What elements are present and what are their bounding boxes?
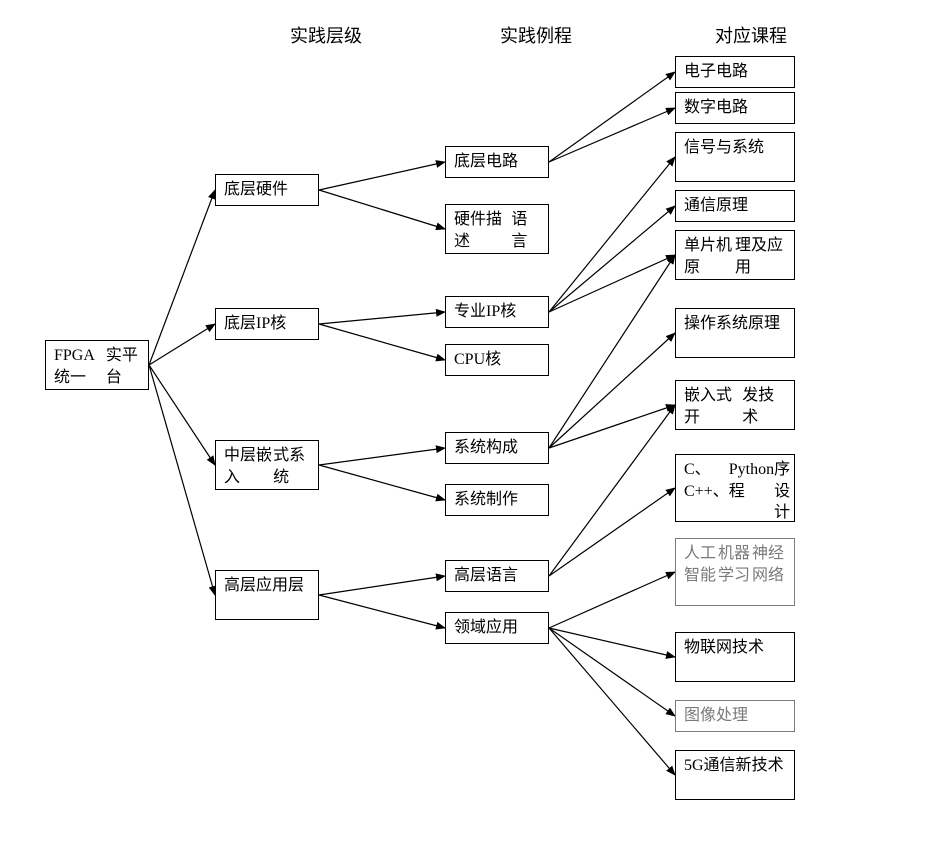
node-c4: 通信原理 bbox=[675, 190, 795, 222]
column-header: 实践层级 bbox=[290, 22, 362, 48]
edge bbox=[549, 255, 675, 448]
node-l2h: 领域应用 bbox=[445, 612, 549, 644]
node-l1b: 底层IP核 bbox=[215, 308, 319, 340]
node-c1: 电子电路 bbox=[675, 56, 795, 88]
edge bbox=[549, 628, 675, 657]
node-c10: 物联网技术 bbox=[675, 632, 795, 682]
edge bbox=[549, 572, 675, 628]
edge bbox=[549, 333, 675, 448]
edge bbox=[549, 488, 675, 576]
column-header: 对应课程 bbox=[715, 22, 787, 48]
node-l1a: 底层硬件 bbox=[215, 174, 319, 206]
node-c3: 信号与系统 bbox=[675, 132, 795, 182]
edge bbox=[549, 108, 675, 162]
node-c11: 图像处理 bbox=[675, 700, 795, 732]
diagram-canvas: FPGA统一实平台 底层硬件底层IP核中层嵌入式系统高层应用层 底层电路硬件描述语言… bbox=[0, 0, 933, 853]
edge bbox=[549, 405, 675, 448]
edge bbox=[549, 628, 675, 775]
edge bbox=[149, 324, 215, 365]
node-l2g: 高层语言 bbox=[445, 560, 549, 592]
edge bbox=[319, 465, 445, 500]
edge bbox=[149, 365, 215, 465]
edge bbox=[319, 190, 445, 229]
node-l1d: 高层应用层 bbox=[215, 570, 319, 620]
node-l2a: 底层电路 bbox=[445, 146, 549, 178]
edge bbox=[319, 324, 445, 360]
node-l1c: 中层嵌入式系统 bbox=[215, 440, 319, 490]
edge bbox=[549, 72, 675, 162]
node-l2c: 专业IP核 bbox=[445, 296, 549, 328]
node-c2: 数字电路 bbox=[675, 92, 795, 124]
node-c5: 单片机原理及应用 bbox=[675, 230, 795, 280]
edge bbox=[549, 206, 675, 312]
node-l2f: 系统制作 bbox=[445, 484, 549, 516]
node-root: FPGA统一实平台 bbox=[45, 340, 149, 390]
node-c9: 人工智能机器学习神经网络 bbox=[675, 538, 795, 606]
node-l2b: 硬件描述语言 bbox=[445, 204, 549, 254]
edge bbox=[319, 576, 445, 595]
edge bbox=[319, 448, 445, 465]
column-header: 实践例程 bbox=[500, 22, 572, 48]
edge bbox=[549, 255, 675, 312]
edge bbox=[319, 312, 445, 324]
edge bbox=[319, 595, 445, 628]
edge bbox=[549, 628, 675, 716]
edge bbox=[319, 162, 445, 190]
node-l2d: CPU核 bbox=[445, 344, 549, 376]
edge bbox=[149, 365, 215, 595]
edge bbox=[549, 157, 675, 312]
node-c12: 5G通信新技术 bbox=[675, 750, 795, 800]
node-c7: 嵌入式开发技术 bbox=[675, 380, 795, 430]
node-c8: C、C++、Python程序设计 bbox=[675, 454, 795, 522]
edge bbox=[549, 405, 675, 576]
edge bbox=[149, 190, 215, 365]
node-c6: 操作系统原理 bbox=[675, 308, 795, 358]
node-l2e: 系统构成 bbox=[445, 432, 549, 464]
